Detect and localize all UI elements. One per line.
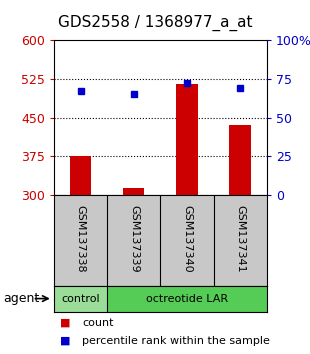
Text: ■: ■ [60, 318, 71, 328]
Text: control: control [61, 293, 100, 304]
Text: GDS2558 / 1368977_a_at: GDS2558 / 1368977_a_at [58, 15, 252, 31]
Bar [123, 188, 144, 195]
Text: GSM137339: GSM137339 [129, 205, 139, 273]
Text: octreotide LAR: octreotide LAR [146, 293, 228, 304]
Bar [54, 286, 107, 312]
Text: percentile rank within the sample: percentile rank within the sample [82, 336, 270, 346]
Text: GSM137340: GSM137340 [182, 205, 192, 273]
Bar [229, 125, 251, 195]
Bar [107, 286, 267, 312]
Bar [176, 84, 197, 195]
Text: agent: agent [3, 292, 39, 305]
Text: count: count [82, 318, 114, 328]
Text: GSM137341: GSM137341 [235, 205, 245, 273]
Bar [70, 156, 91, 195]
Text: ■: ■ [60, 336, 71, 346]
Text: GSM137338: GSM137338 [76, 205, 86, 273]
